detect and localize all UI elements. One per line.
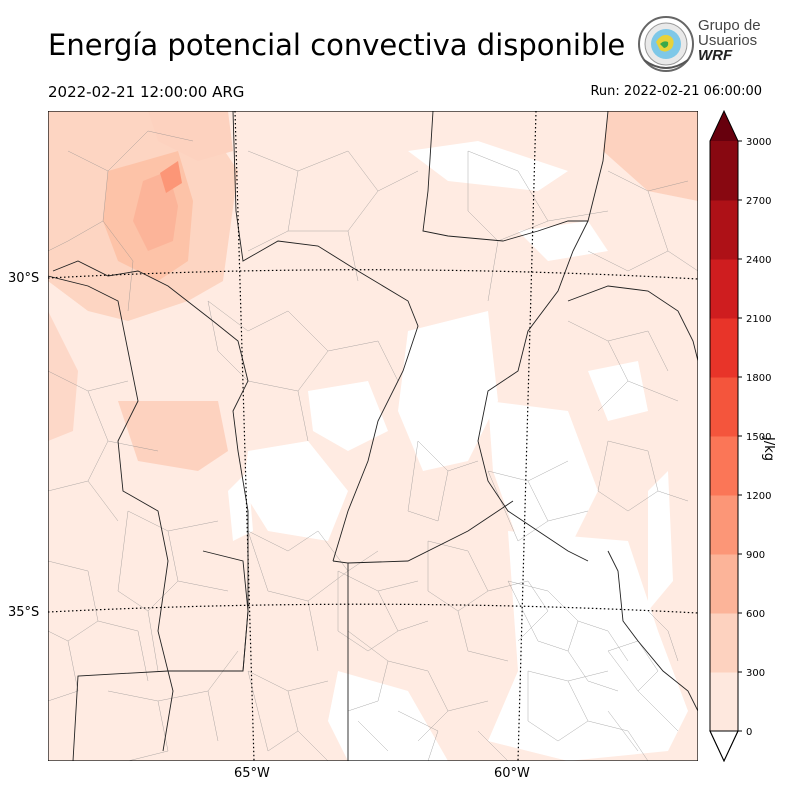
colorbar-bin — [710, 200, 738, 260]
province-boundaries — [48, 111, 698, 761]
graticule — [48, 111, 698, 761]
logo-line-1: Grupo de — [698, 17, 761, 34]
colorbar-tick-label: 1200 — [746, 491, 771, 502]
lat-label-35s: 35°S — [8, 605, 40, 620]
cape-shading — [48, 111, 698, 471]
colorbar-tick-label: 0 — [746, 727, 752, 738]
colorbar-bin — [710, 141, 738, 201]
department-boundaries — [48, 130, 698, 761]
colorbar-tick-label: 900 — [746, 550, 765, 561]
colorbar-over-arrow — [710, 111, 738, 141]
colorbar-bin — [710, 672, 738, 732]
colorbar-units-label: J/kg — [761, 437, 776, 461]
colorbar-tick-label: 2400 — [746, 255, 771, 266]
colorbar-bin — [710, 436, 738, 496]
colorbar-tick-label: 1500 — [746, 432, 771, 443]
colorbar-bins — [710, 141, 738, 732]
logo-line-2: Usuarios — [698, 32, 758, 49]
colorbar: 0 300 600 900 1200 1500 1800 2100 2400 2700 3000 — [709, 109, 771, 763]
run-time: Run: 2022-02-21 06:00:00 — [590, 84, 762, 99]
colorbar-bin — [710, 613, 738, 673]
colorbar-bin — [710, 377, 738, 437]
colorbar-bin — [710, 554, 738, 614]
colorbar-under-arrow — [709, 730, 739, 763]
lat-label-30s: 30°S — [8, 271, 40, 286]
cape-map — [48, 111, 698, 761]
colorbar-ticks: 0 300 600 900 1200 1500 1800 2100 2400 2700 3000 — [738, 137, 771, 738]
lon-label-60w: 60°W — [494, 766, 530, 781]
logo-line-3: WRF — [698, 47, 733, 64]
no-cape-areas — [228, 141, 688, 761]
colorbar-bin — [710, 318, 738, 378]
colorbar-bin — [710, 495, 738, 555]
logo-globe-icon — [638, 16, 694, 72]
colorbar-tick-label: 2700 — [746, 196, 771, 207]
colorbar-tick-label: 3000 — [746, 137, 771, 148]
lon-label-65w: 65°W — [234, 766, 270, 781]
logo: Grupo de Usuarios WRF — [636, 14, 766, 74]
colorbar-tick-label: 300 — [746, 668, 765, 679]
colorbar-tick-label: 1800 — [746, 373, 771, 384]
colorbar-bin — [710, 259, 738, 319]
page-title: Energía potencial convectiva disponible — [48, 28, 626, 62]
valid-time: 2022-02-21 12:00:00 ARG — [48, 83, 245, 101]
colorbar-tick-label: 2100 — [746, 314, 771, 325]
colorbar-tick-label: 600 — [746, 609, 765, 620]
